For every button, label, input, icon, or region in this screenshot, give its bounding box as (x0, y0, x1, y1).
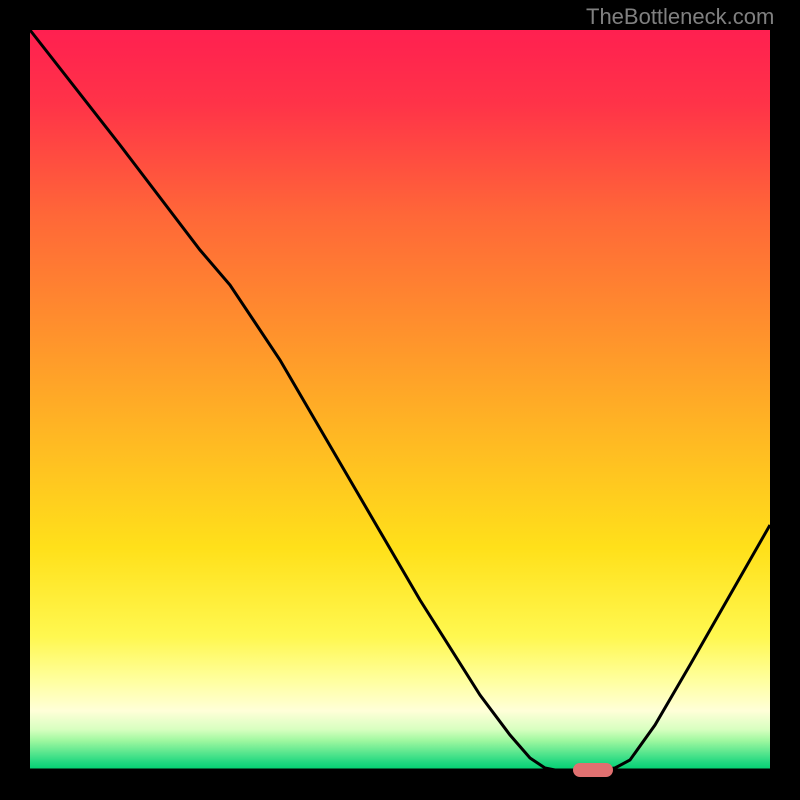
bottleneck-chart (0, 0, 800, 800)
optimal-marker (573, 763, 613, 777)
watermark-text: TheBottleneck.com (586, 4, 774, 30)
chart-background (30, 30, 770, 770)
